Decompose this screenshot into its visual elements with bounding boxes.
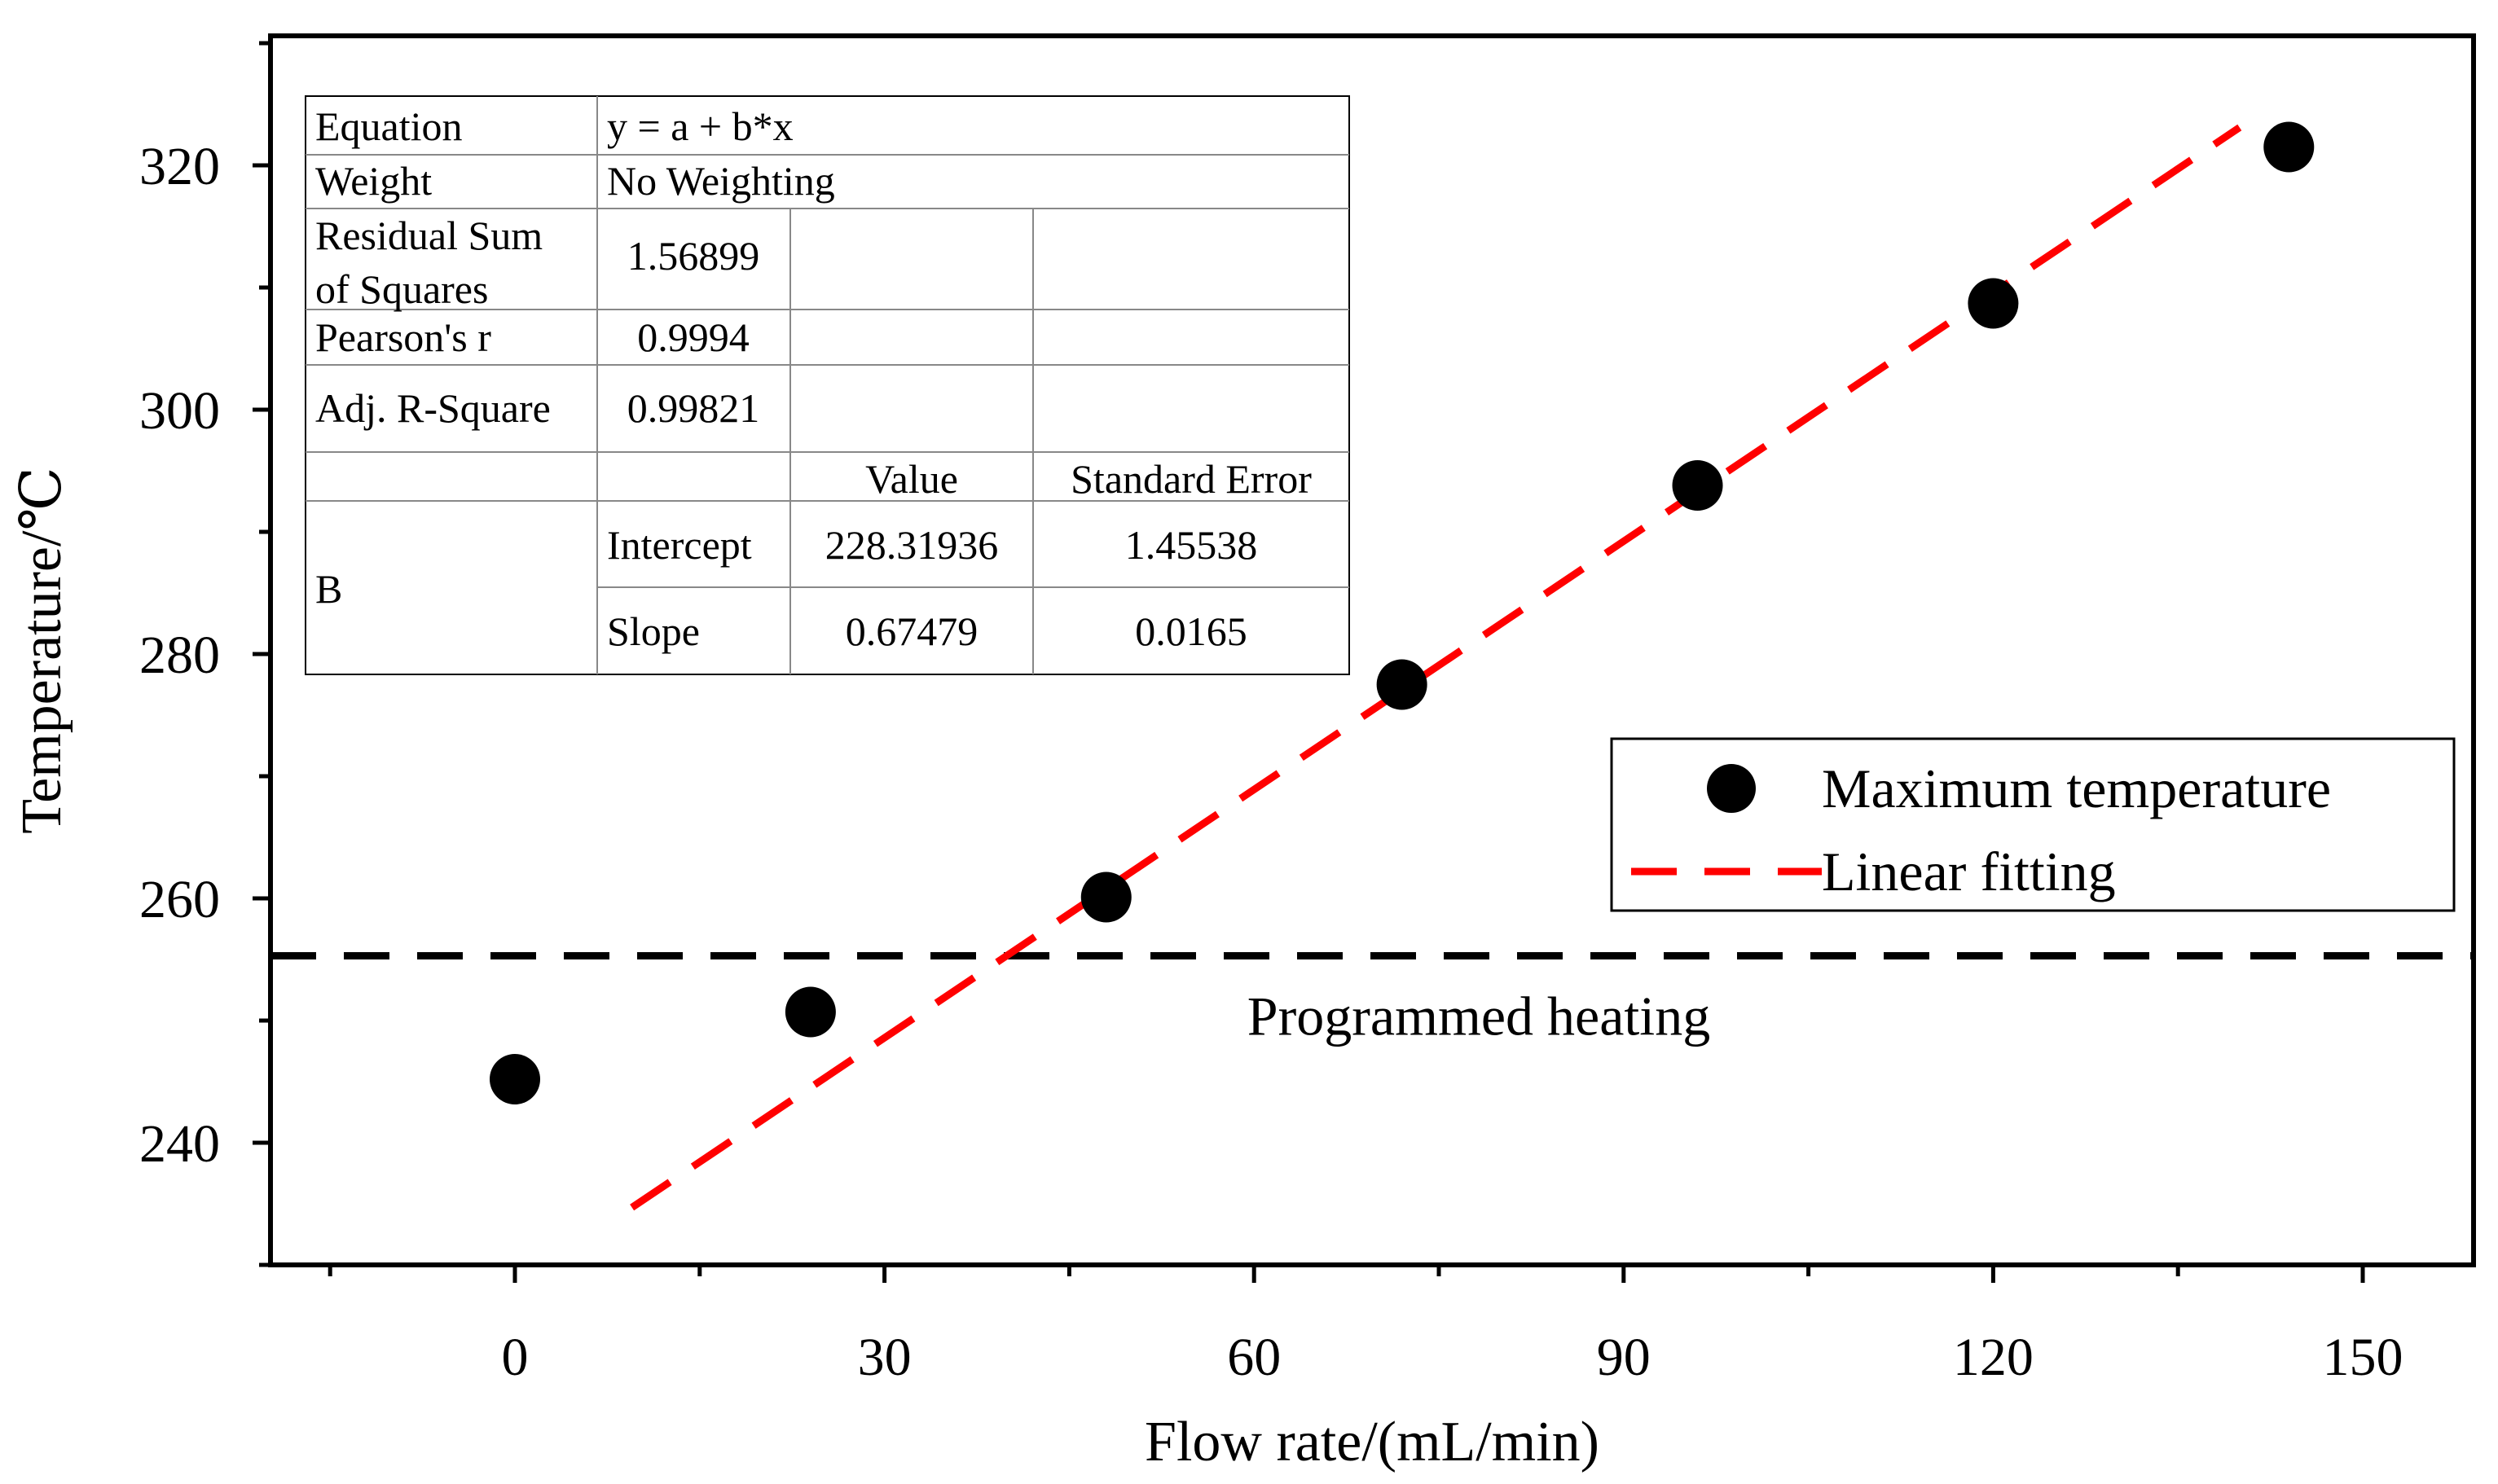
data-point xyxy=(1080,872,1132,923)
stats-intercept-label: Intercept xyxy=(607,522,752,568)
fit-statistics-table: Equation y = a + b*x Weight No Weighting… xyxy=(305,95,1350,675)
y-tick-label: 280 xyxy=(139,626,220,685)
y-tick-label: 300 xyxy=(139,381,220,441)
y-tick-label: 240 xyxy=(139,1114,220,1174)
data-points xyxy=(490,121,2315,1104)
data-point xyxy=(785,986,836,1038)
legend-label-maximum-temperature: Maximum temperature xyxy=(1822,757,2331,819)
stats-header-value: Value xyxy=(865,456,958,502)
legend-label-linear-fitting: Linear fitting xyxy=(1822,841,2116,902)
legend: Maximum temperature Linear fitting xyxy=(1610,737,2456,912)
stats-slope-label: Slope xyxy=(607,608,700,654)
stats-pearson-label: Pearson's r xyxy=(315,314,491,360)
stats-weight-value: No Weighting xyxy=(607,158,835,204)
stats-equation-label: Equation xyxy=(315,103,463,149)
stats-adjr2-value: 0.99821 xyxy=(627,385,760,431)
y-tick-label: 320 xyxy=(139,137,220,196)
stats-slope-value: 0.67479 xyxy=(846,608,979,654)
stats-group-label: B xyxy=(315,566,342,612)
data-point xyxy=(2263,121,2315,173)
x-axis-title: Flow rate/(mL/min) xyxy=(1145,1411,1599,1473)
stats-rss-label: Residual Sum of Squares xyxy=(315,213,543,312)
stats-rss-value: 1.56899 xyxy=(627,233,760,279)
programmed-heating-label: Programmed heating xyxy=(1247,986,1710,1047)
x-tick-label: 30 xyxy=(858,1328,912,1387)
data-point xyxy=(1672,460,1723,511)
stats-adjr2-label: Adj. R-Square xyxy=(315,385,551,431)
stats-slope-error: 0.0165 xyxy=(1135,608,1247,654)
data-point xyxy=(1968,278,2019,329)
x-tick-label: 0 xyxy=(502,1328,529,1387)
y-axis-title: Temperature/℃ xyxy=(11,467,73,833)
stats-pearson-value: 0.9994 xyxy=(637,314,750,360)
y-axis-ticks: 240 260 280 300 320 xyxy=(139,41,270,1267)
stats-intercept-error: 1.45538 xyxy=(1125,522,1258,568)
x-tick-label: 120 xyxy=(1953,1328,2034,1387)
plot-frame xyxy=(268,33,2476,1267)
x-tick-label: 150 xyxy=(2323,1328,2403,1387)
data-point xyxy=(490,1054,540,1104)
y-tick-label: 260 xyxy=(139,870,220,929)
legend-marker-maximum-temperature xyxy=(1707,764,1756,813)
data-point xyxy=(1376,659,1427,710)
x-tick-label: 90 xyxy=(1597,1328,1651,1387)
stats-equation-value: y = a + b*x xyxy=(607,103,794,149)
stats-header-error: Standard Error xyxy=(1071,456,1312,502)
stats-weight-label: Weight xyxy=(315,158,432,204)
stats-intercept-value: 228.31936 xyxy=(825,522,999,568)
x-tick-label: 60 xyxy=(1227,1328,1281,1387)
x-axis-ticks: 0 30 60 90 120 150 xyxy=(328,1265,2403,1387)
